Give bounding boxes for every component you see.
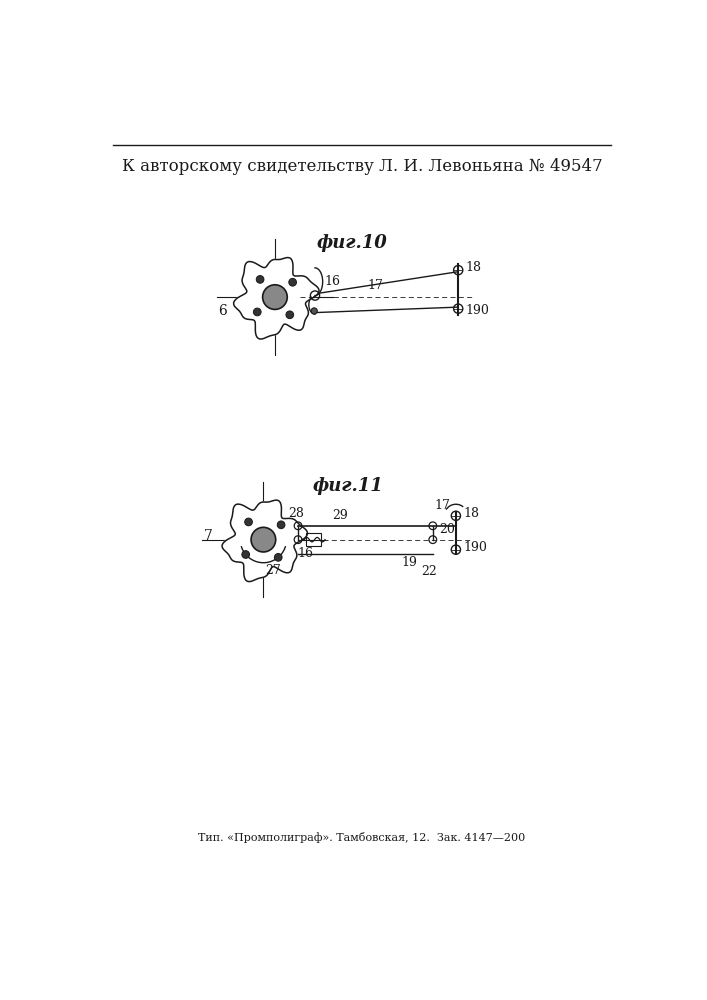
- Text: 18: 18: [466, 261, 482, 274]
- Circle shape: [253, 308, 261, 316]
- Text: 28: 28: [288, 507, 305, 520]
- Text: 6: 6: [218, 304, 227, 318]
- Text: 19: 19: [402, 556, 418, 569]
- Bar: [305, 533, 321, 546]
- Text: 190: 190: [466, 304, 490, 317]
- Circle shape: [277, 521, 285, 529]
- Text: Тип. «Промполиграф». Тамбовская, 12.  Зак. 4147—200: Тип. «Промполиграф». Тамбовская, 12. Зак…: [199, 832, 525, 843]
- Polygon shape: [233, 258, 319, 339]
- Text: 16: 16: [298, 547, 314, 560]
- Text: 29: 29: [332, 509, 349, 522]
- Text: 22: 22: [421, 565, 437, 578]
- Text: 7: 7: [204, 529, 212, 543]
- Text: фиг.10: фиг.10: [317, 234, 387, 252]
- Text: 27: 27: [264, 564, 281, 577]
- Circle shape: [262, 285, 287, 309]
- Circle shape: [311, 308, 317, 314]
- Polygon shape: [222, 500, 308, 582]
- Text: 17: 17: [367, 279, 383, 292]
- Text: 20: 20: [439, 523, 455, 536]
- Circle shape: [288, 278, 296, 286]
- Circle shape: [274, 553, 282, 561]
- Text: 17: 17: [434, 499, 450, 512]
- Text: К авторскому свидетельству Л. И. Левоньяна № 49547: К авторскому свидетельству Л. И. Левонья…: [122, 158, 602, 175]
- Text: 18: 18: [464, 507, 479, 520]
- Text: 190: 190: [464, 541, 487, 554]
- Text: фиг.11: фиг.11: [312, 477, 383, 495]
- Text: 16: 16: [325, 275, 340, 288]
- Circle shape: [286, 311, 293, 319]
- Circle shape: [242, 551, 250, 558]
- Circle shape: [245, 518, 252, 526]
- Circle shape: [256, 276, 264, 283]
- Circle shape: [251, 527, 276, 552]
